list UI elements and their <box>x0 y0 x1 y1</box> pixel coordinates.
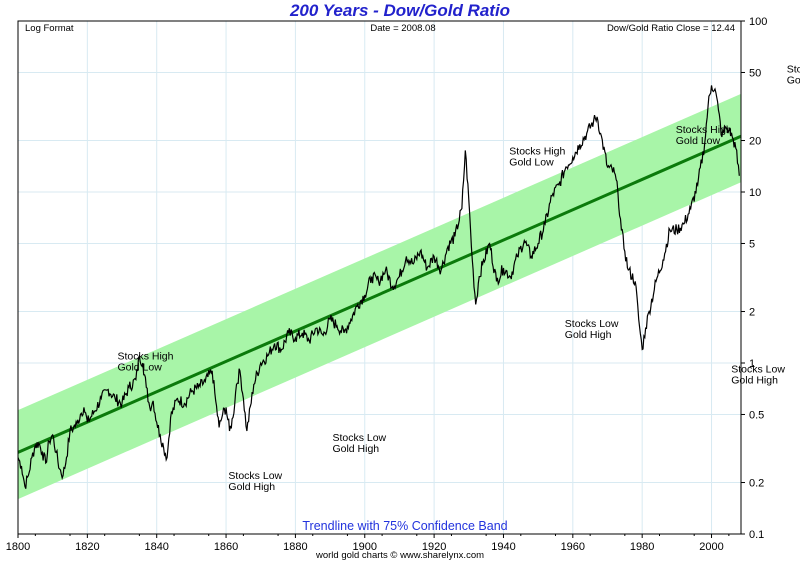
x-tick-label: 1840 <box>144 541 168 553</box>
y-tick-label: 20 <box>749 136 761 148</box>
y-tick-label: 2 <box>749 307 755 319</box>
annotation-line1: Stocks Low <box>228 470 282 482</box>
y-tick-label: 5 <box>749 238 755 250</box>
annotation-line2: Gold Low <box>787 74 800 86</box>
annotation-line1: Stocks High <box>787 63 800 75</box>
plot-frame <box>17 20 742 535</box>
annotation-line2: Gold High <box>228 481 275 493</box>
y-tick-label: 100 <box>749 16 767 28</box>
y-axis: 0.1 0.2 0.5 1 2 5 10 20 50 100 <box>741 16 767 541</box>
annotation-line2: Gold High <box>565 329 612 341</box>
x-axis: 1800 1820 1840 1860 1880 1900 1920 1940 1960 1980… <box>6 534 730 553</box>
annotation-line1: Stocks High <box>509 145 565 157</box>
y-tick-label: 0.1 <box>749 529 764 541</box>
x-tick-label: 1980 <box>630 541 654 553</box>
y-tick-label: 0.2 <box>749 478 764 490</box>
confidence-band <box>18 93 741 500</box>
x-tick-label: 1940 <box>491 541 515 553</box>
x-tick-label: 1820 <box>75 541 99 553</box>
header-center: Date = 2008.08 <box>370 23 435 34</box>
annotation-line2: Gold High <box>731 374 778 386</box>
trendline <box>17 134 742 454</box>
annotation-line1: Stocks Low <box>731 363 785 375</box>
x-tick-label: 1880 <box>283 541 307 553</box>
annotation-line2: Gold Low <box>676 135 721 147</box>
header-right: Dow/Gold Ratio Close = 12.44 <box>607 23 735 34</box>
y-tick-label: 1 <box>749 358 755 370</box>
x-tick-label: 1920 <box>422 541 446 553</box>
annotation-line1: Stocks High <box>676 124 732 136</box>
header-left: Log Format <box>25 23 74 34</box>
footer-credit: world gold charts © www.sharelynx.com <box>315 550 484 561</box>
x-tick-label: 2000 <box>699 541 723 553</box>
x-tick-label: 1900 <box>353 541 377 553</box>
annotation-line1: Stocks Low <box>565 318 619 330</box>
annotation-line1: Stocks High <box>117 350 173 362</box>
band-label: Trendline with 75% Confidence Band <box>302 519 507 533</box>
y-tick-label: 0.5 <box>749 409 764 421</box>
chart-title: 200 Years - Dow/Gold Ratio <box>289 1 510 20</box>
annotation-line1: Stocks Low <box>332 432 386 444</box>
dow-gold-ratio-series <box>17 85 740 489</box>
y-tick-label: 50 <box>749 67 761 79</box>
grid <box>17 20 741 535</box>
annotation-line2: Gold Low <box>509 156 554 168</box>
y-tick-label: 10 <box>749 187 761 199</box>
x-tick-label: 1800 <box>6 541 30 553</box>
annotation-line2: Gold Low <box>117 361 162 373</box>
x-tick-label: 1960 <box>561 541 585 553</box>
annotation-line2: Gold High <box>332 443 379 455</box>
x-tick-label: 1860 <box>214 541 238 553</box>
